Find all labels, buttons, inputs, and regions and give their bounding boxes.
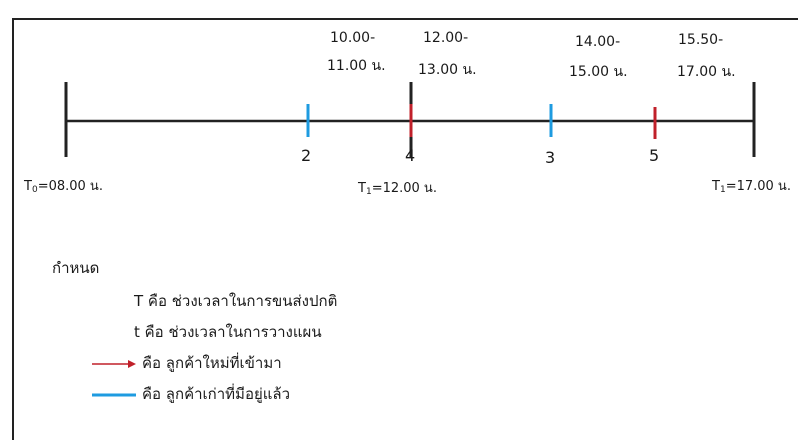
legend-item-existing-label: คือ ลูกค้าเก่าที่มีอยู่แล้ว	[142, 385, 291, 403]
time-window-label: 13.00 น.	[418, 62, 477, 78]
red-arrow-icon	[92, 359, 136, 368]
diagram-frame	[12, 18, 798, 440]
time-window-label: 10.00-	[330, 30, 376, 46]
blue-line-icon	[92, 393, 136, 396]
legend-item-existing: คือ ลูกค้าเก่าที่มีอยู่แล้ว	[92, 382, 290, 406]
marker-number: 3	[545, 148, 556, 167]
time-window-label: 15.50-	[678, 32, 724, 48]
legend-item-T: T คือ ช่วงเวลาในการขนส่งปกติ	[134, 292, 338, 310]
mid-time-label: T1=12.00 น.	[358, 181, 437, 197]
start-time-label: T0=08.00 น.	[24, 179, 103, 195]
legend-item-t: t คือ ช่วงเวลาในการวางแผน	[134, 323, 322, 341]
time-window-label: 11.00 น.	[327, 58, 386, 74]
marker-number: 5	[649, 146, 660, 165]
end-time-label: T1=17.00 น.	[712, 179, 791, 195]
time-window-label: 15.00 น.	[569, 64, 628, 80]
marker-number: 4	[405, 146, 416, 165]
time-window-label: 14.00-	[575, 34, 621, 50]
marker-number: 2	[301, 146, 312, 165]
diagram-canvas: 10.00- 11.00 น. 12.00- 13.00 น. 14.00- 1…	[12, 18, 798, 440]
legend-item-new: คือ ลูกค้าใหม่ที่เข้ามา	[92, 351, 282, 375]
legend-title: กำหนด	[52, 259, 100, 277]
timeline-svg	[64, 82, 756, 158]
time-window-label: 12.00-	[423, 30, 469, 46]
time-window-label: 17.00 น.	[677, 64, 736, 80]
legend-item-new-label: คือ ลูกค้าใหม่ที่เข้ามา	[142, 354, 282, 372]
